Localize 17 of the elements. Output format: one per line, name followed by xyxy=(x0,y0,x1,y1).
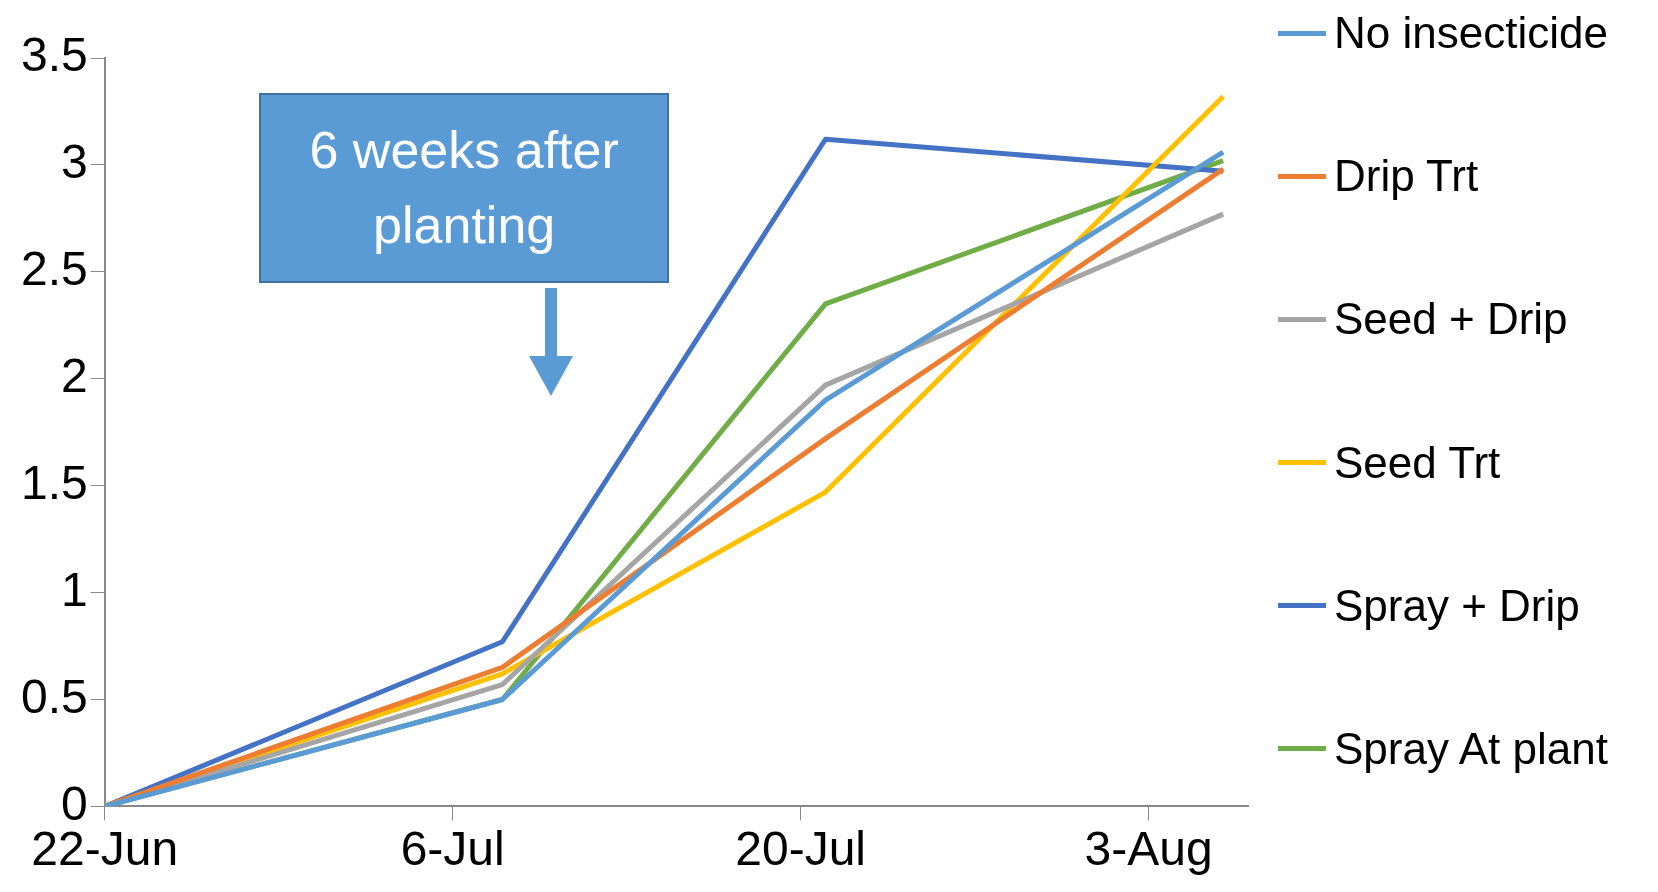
legend-label: Seed Trt xyxy=(1334,437,1501,488)
y-tick-label: 2 xyxy=(61,348,88,402)
y-tick-label: 2.5 xyxy=(20,242,88,296)
legend-label: Spray + Drip xyxy=(1334,580,1580,631)
y-tick-label: 0.5 xyxy=(20,669,88,723)
legend-label: No insecticide xyxy=(1334,8,1608,58)
annotation: 6 weeks after planting xyxy=(259,93,670,283)
y-tick-label: 1 xyxy=(61,562,88,616)
y-tick-label: 1.5 xyxy=(20,455,88,509)
x-tick-label: 6-Jul xyxy=(400,822,505,876)
legend-label: Seed + Drip xyxy=(1334,294,1568,345)
legend-label: Spray At plant xyxy=(1334,723,1608,774)
y-tick-label: 3 xyxy=(61,135,88,189)
y-tick-label: 3.5 xyxy=(20,28,88,82)
x-tick-label: 3-Aug xyxy=(1084,822,1213,876)
legend-label: Drip Trt xyxy=(1334,151,1479,202)
x-tick-label: 20-Jul xyxy=(735,822,866,876)
